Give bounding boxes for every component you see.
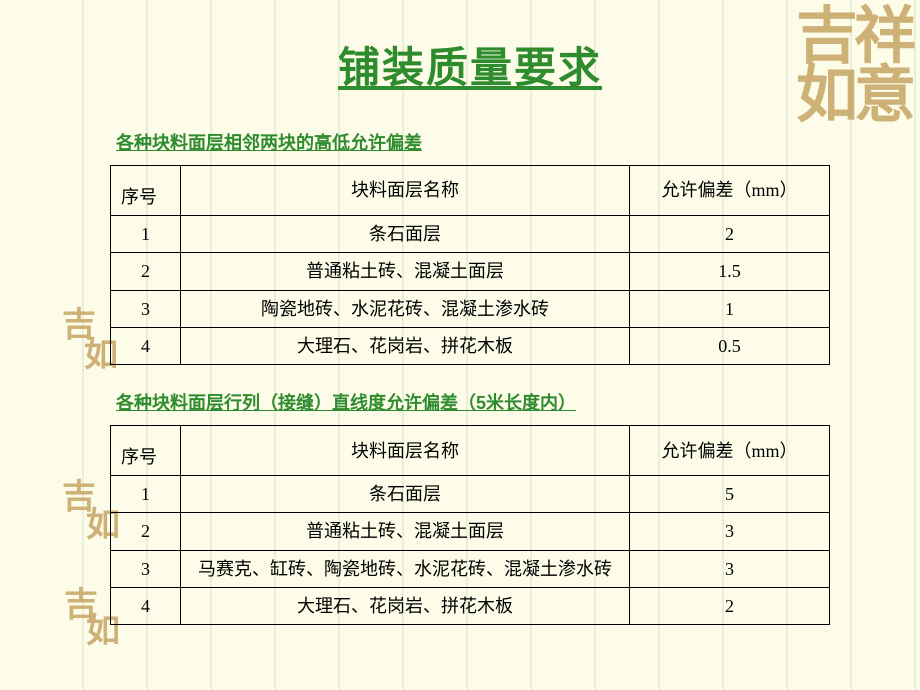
table1-header-seq: 序号: [111, 166, 181, 216]
cell-name: 陶瓷地砖、水泥花砖、混凝土渗水砖: [181, 290, 630, 327]
cell-seq: 3: [111, 550, 181, 587]
table2-header-tol: 允许偏差（mm）: [630, 426, 830, 476]
cell-tol: 3: [630, 513, 830, 550]
cell-name: 条石面层: [181, 216, 630, 253]
table2-header-row: 序号 块料面层名称 允许偏差（mm）: [111, 426, 830, 476]
table-row: 3 陶瓷地砖、水泥花砖、混凝土渗水砖 1: [111, 290, 830, 327]
cell-name: 普通粘土砖、混凝土面层: [181, 513, 630, 550]
cell-tol: 0.5: [630, 327, 830, 364]
cell-name: 普通粘土砖、混凝土面层: [181, 253, 630, 290]
table-row: 1 条石面层 5: [111, 476, 830, 513]
cell-name: 条石面层: [181, 476, 630, 513]
cell-name: 大理石、花岗岩、拼花木板: [181, 588, 630, 625]
table1-subtitle: 各种块料面层相邻两块的高低允许偏差: [116, 129, 830, 155]
cell-tol: 2: [630, 216, 830, 253]
table2-subtitle: 各种块料面层行列（接缝）直线度允许偏差（5米长度内）: [116, 389, 830, 415]
cell-seq: 1: [111, 216, 181, 253]
cell-seq: 2: [111, 513, 181, 550]
table2: 序号 块料面层名称 允许偏差（mm） 1 条石面层 5 2 普通粘土砖、混凝土面…: [110, 425, 830, 625]
table-row: 2 普通粘土砖、混凝土面层 3: [111, 513, 830, 550]
page-title: 铺装质量要求: [110, 34, 830, 95]
cell-seq: 2: [111, 253, 181, 290]
table-row: 1 条石面层 2: [111, 216, 830, 253]
content-area: 铺装质量要求 各种块料面层相邻两块的高低允许偏差 序号 块料面层名称 允许偏差（…: [0, 0, 920, 625]
cell-tol: 2: [630, 588, 830, 625]
table2-header-seq: 序号: [111, 426, 181, 476]
table1-header-tol: 允许偏差（mm）: [630, 166, 830, 216]
cell-name: 大理石、花岗岩、拼花木板: [181, 327, 630, 364]
table1-header-row: 序号 块料面层名称 允许偏差（mm）: [111, 166, 830, 216]
cell-seq: 4: [111, 588, 181, 625]
cell-seq: 3: [111, 290, 181, 327]
cell-tol: 5: [630, 476, 830, 513]
cell-tol: 1.5: [630, 253, 830, 290]
table-row: 4 大理石、花岗岩、拼花木板 2: [111, 588, 830, 625]
table1-header-seq-text: 序号: [121, 185, 157, 209]
table1: 序号 块料面层名称 允许偏差（mm） 1 条石面层 2 2 普通粘土砖、混凝土面…: [110, 165, 830, 365]
table1-header-name: 块料面层名称: [181, 166, 630, 216]
cell-tol: 1: [630, 290, 830, 327]
cell-name: 马赛克、缸砖、陶瓷地砖、水泥花砖、混凝土渗水砖: [181, 550, 630, 587]
table-row: 4 大理石、花岗岩、拼花木板 0.5: [111, 327, 830, 364]
cell-seq: 1: [111, 476, 181, 513]
cell-tol: 3: [630, 550, 830, 587]
table-row: 3 马赛克、缸砖、陶瓷地砖、水泥花砖、混凝土渗水砖 3: [111, 550, 830, 587]
table2-header-name: 块料面层名称: [181, 426, 630, 476]
table2-header-seq-text: 序号: [121, 445, 157, 469]
cell-seq: 4: [111, 327, 181, 364]
table-row: 2 普通粘土砖、混凝土面层 1.5: [111, 253, 830, 290]
